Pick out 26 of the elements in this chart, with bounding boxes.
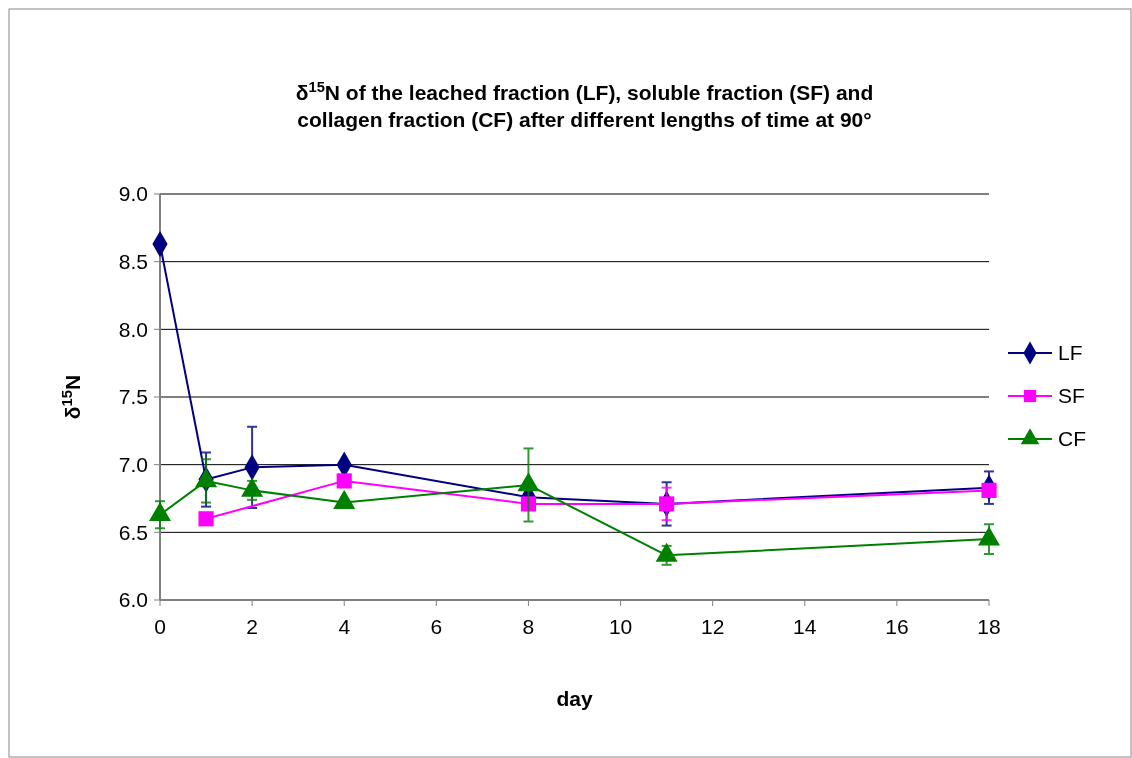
x-tick-label: 14 — [793, 615, 817, 638]
x-tick-label: 10 — [608, 615, 633, 638]
point — [336, 473, 352, 489]
x-tick-label: 18 — [977, 615, 1001, 638]
x-tick-label: 8 — [522, 615, 535, 638]
y-tick-label: 7.5 — [118, 385, 148, 409]
y-tick-label: 7.0 — [118, 453, 148, 477]
legend-label: CF — [1058, 427, 1086, 451]
y-tick-label: 8.0 — [118, 317, 148, 341]
point — [659, 496, 675, 512]
x-tick-label: 0 — [154, 615, 166, 638]
x-tick-label: 6 — [430, 615, 443, 638]
x-axis-title: day — [556, 687, 593, 710]
point — [981, 482, 997, 498]
legend-label: LF — [1058, 341, 1083, 365]
legend-label: SF — [1058, 384, 1085, 408]
x-tick-label: 4 — [338, 615, 351, 638]
chart-title: δ$^{15}$N of the leached fraction (LF), soluble fraction (SF) and collagen fraction (CF) after different lengths of time at 90° — [295, 79, 874, 131]
x-tick-label: 12 — [700, 615, 725, 638]
y-tick-label: 9.0 — [118, 182, 148, 206]
y-tick-label: 6.5 — [118, 520, 148, 544]
point — [198, 511, 214, 527]
x-tick-label: 2 — [246, 615, 258, 638]
x-tick-label: 16 — [885, 615, 909, 638]
y-tick-label: 8.5 — [118, 250, 148, 274]
y-tick-label: 6.0 — [118, 588, 148, 612]
